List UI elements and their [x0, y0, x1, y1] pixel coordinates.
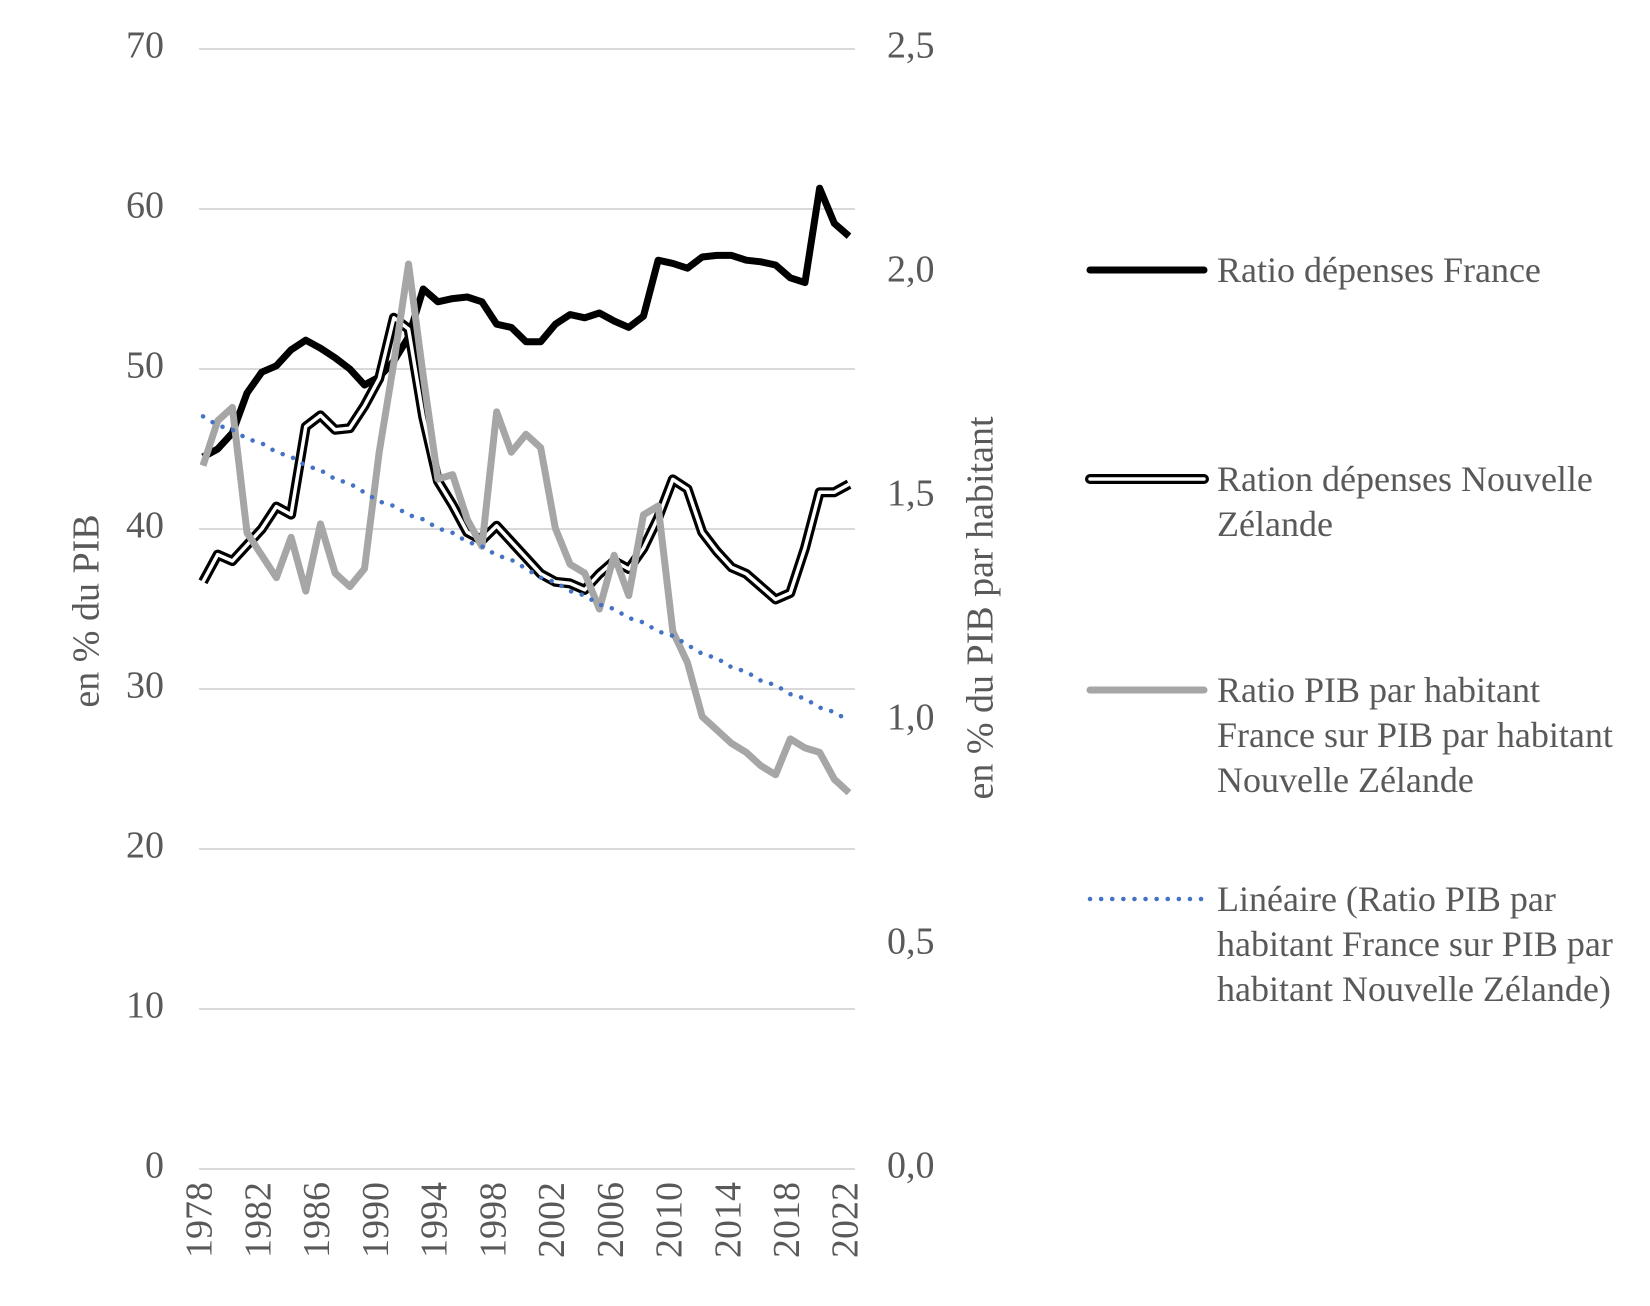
y2-tick-label: 2,0: [887, 249, 935, 291]
y2-tick-label: 2,5: [887, 25, 935, 67]
y-tick-label: 40: [126, 505, 164, 547]
x-tick-label: 2002: [531, 1182, 573, 1258]
x-tick-label: 2018: [766, 1182, 808, 1258]
y-tick-label: 20: [126, 825, 164, 867]
legend-label: Ratio dépenses France: [1217, 250, 1541, 290]
y-tick-label: 60: [126, 185, 164, 227]
y2-tick-label: 1,0: [887, 697, 935, 739]
y-tick-label: 0: [145, 1145, 164, 1187]
y-tick-label: 70: [126, 25, 164, 67]
x-tick-label: 1986: [296, 1182, 338, 1258]
y2-axis-label: en % du PIB par habitant: [960, 416, 1002, 800]
series-line-inner: [201, 316, 850, 602]
legend-label: Ratio PIB par habitant France sur PIB pa…: [1217, 670, 1613, 800]
y-tick-label: 50: [126, 345, 164, 387]
x-tick-label: 2010: [649, 1182, 691, 1258]
series-line: [200, 414, 852, 724]
y2-tick-label: 0,0: [887, 1145, 935, 1187]
x-tick-label: 1978: [179, 1182, 221, 1258]
y-axis-label: en % du PIB: [66, 514, 108, 707]
x-tick-label: 1994: [414, 1182, 456, 1258]
y2-tick-label: 1,5: [887, 473, 935, 515]
x-tick-label: 2014: [707, 1182, 749, 1258]
y2-tick-label: 0,5: [887, 921, 935, 963]
series-line: [201, 184, 852, 461]
x-tick-label: 1990: [355, 1182, 397, 1258]
legend-label: Linéaire (Ratio PIB par habitant France …: [1217, 879, 1613, 1009]
x-tick-label: 1998: [472, 1182, 514, 1258]
y-tick-label: 30: [126, 665, 164, 707]
series-line: [199, 260, 852, 796]
x-tick-label: 2022: [825, 1182, 867, 1258]
x-tick-label: 2006: [590, 1182, 632, 1258]
y-tick-label: 10: [126, 985, 164, 1027]
legend-label: Ration dépenses Nouvelle Zélande: [1217, 459, 1593, 544]
x-tick-label: 1982: [237, 1182, 279, 1258]
